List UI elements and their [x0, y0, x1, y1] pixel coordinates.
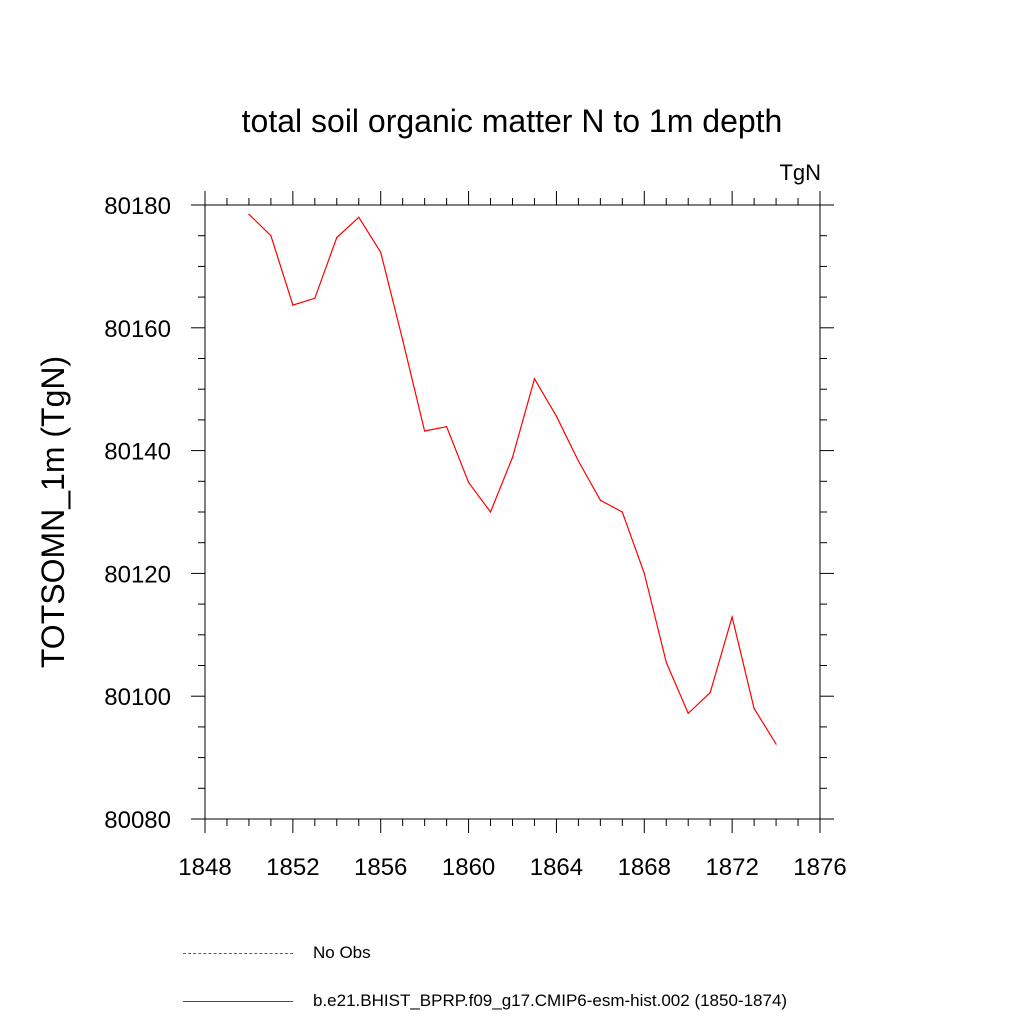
data-point — [270, 235, 272, 237]
data-point — [621, 511, 623, 513]
y-axis-label: TOTSOMN_1m (TgN) — [35, 356, 71, 668]
data-point — [533, 378, 536, 380]
axis-ticks — [191, 191, 834, 833]
plot-frame — [204, 204, 821, 820]
axis-tick-labels: 1848 1852 1856 1860 1864 1868 1872 1876 80080 801… — [104, 193, 846, 881]
y-tick-label: 80180 — [104, 193, 171, 220]
data-point — [643, 572, 645, 575]
data-point — [380, 251, 382, 253]
data-point — [577, 460, 579, 462]
data-point — [424, 430, 426, 432]
legend-label-model-run: b.e21.BHIST_BPRP.f09_g17.CMIP6-esm-hist.… — [313, 991, 788, 1010]
data-point — [292, 304, 294, 306]
x-tick-label: 1860 — [442, 854, 495, 881]
y-tick-label: 80120 — [104, 561, 171, 588]
units-label: TgN — [779, 160, 821, 185]
data-point — [775, 743, 777, 745]
data-point — [248, 213, 250, 215]
legend-item-model-run: b.e21.BHIST_BPRP.f09_g17.CMIP6-esm-hist.… — [183, 991, 787, 1011]
series-line — [248, 213, 777, 745]
data-point — [709, 691, 711, 694]
legend-solid-line — [183, 1000, 293, 1002]
x-tick-label: 1856 — [354, 854, 407, 881]
x-tick-label: 1848 — [178, 854, 231, 881]
legend-dashed-line — [183, 952, 293, 954]
y-tick-label: 80080 — [104, 807, 171, 834]
data-point — [314, 297, 316, 299]
data-point — [402, 339, 404, 341]
data-point — [511, 456, 514, 458]
data-point — [731, 616, 733, 618]
legend-label-no-obs: No Obs — [313, 943, 371, 962]
data-point — [336, 236, 338, 239]
data-point — [753, 707, 755, 710]
data-point — [687, 712, 689, 714]
data-point — [599, 499, 601, 501]
x-tick-label: 1872 — [705, 854, 758, 881]
chart-title: total soil organic matter N to 1m depth — [242, 103, 783, 139]
y-tick-label: 80100 — [104, 684, 171, 711]
x-tick-label: 1852 — [266, 854, 319, 881]
legend-item-no-obs: No Obs — [183, 943, 371, 963]
data-point — [446, 426, 448, 428]
y-tick-label: 80160 — [104, 316, 171, 343]
data-point — [467, 481, 470, 484]
series-group — [248, 213, 777, 745]
data-point — [358, 216, 360, 218]
data-point — [665, 661, 667, 664]
y-tick-label: 80140 — [104, 439, 171, 466]
x-tick-label: 1864 — [530, 854, 583, 881]
x-tick-label: 1868 — [618, 854, 671, 881]
data-point — [489, 511, 492, 513]
x-tick-label: 1876 — [793, 854, 846, 881]
data-point — [555, 415, 558, 417]
